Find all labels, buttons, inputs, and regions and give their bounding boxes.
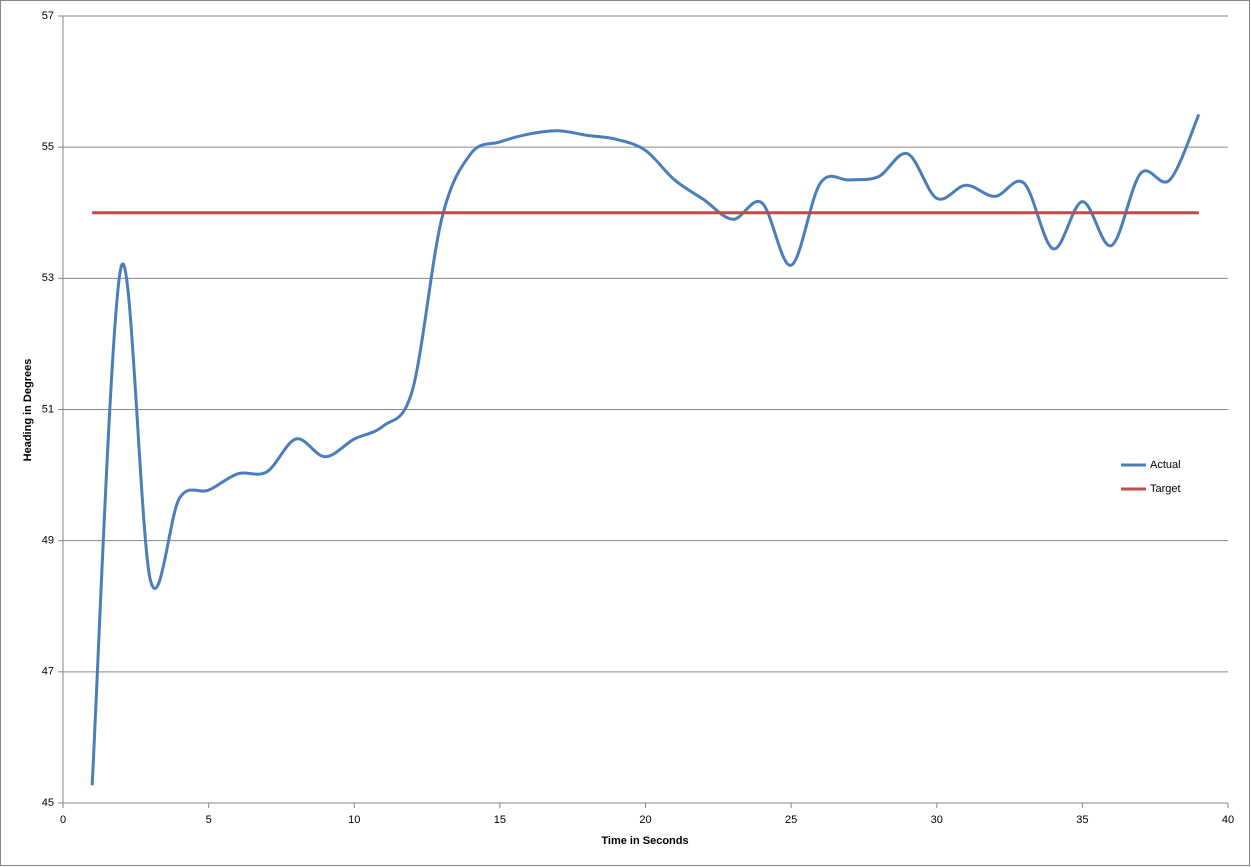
x-tick-label: 10	[348, 814, 360, 826]
x-tick-label: 15	[494, 814, 506, 826]
legend-label: Actual	[1150, 459, 1181, 471]
y-tick-label: 45	[42, 797, 54, 809]
legend-label: Target	[1150, 483, 1181, 495]
y-tick-label: 49	[42, 535, 54, 547]
y-tick-label: 47	[42, 666, 54, 678]
x-axis-title: Time in Seconds	[601, 835, 688, 847]
series-line	[90, 113, 1201, 786]
y-tick-label: 51	[42, 403, 54, 415]
y-axis-title: Heading in Degrees	[22, 359, 34, 462]
x-tick-label: 5	[206, 814, 212, 826]
y-tick-label: 57	[42, 10, 54, 22]
x-tick-label: 0	[60, 814, 66, 826]
x-tick-label: 30	[931, 814, 943, 826]
x-tick-label: 25	[785, 814, 797, 826]
y-tick-label: 53	[42, 272, 54, 284]
x-tick-label: 35	[1076, 814, 1088, 826]
x-tick-label: 20	[639, 814, 651, 826]
y-tick-label: 55	[42, 141, 54, 153]
x-tick-label: 40	[1222, 814, 1234, 826]
